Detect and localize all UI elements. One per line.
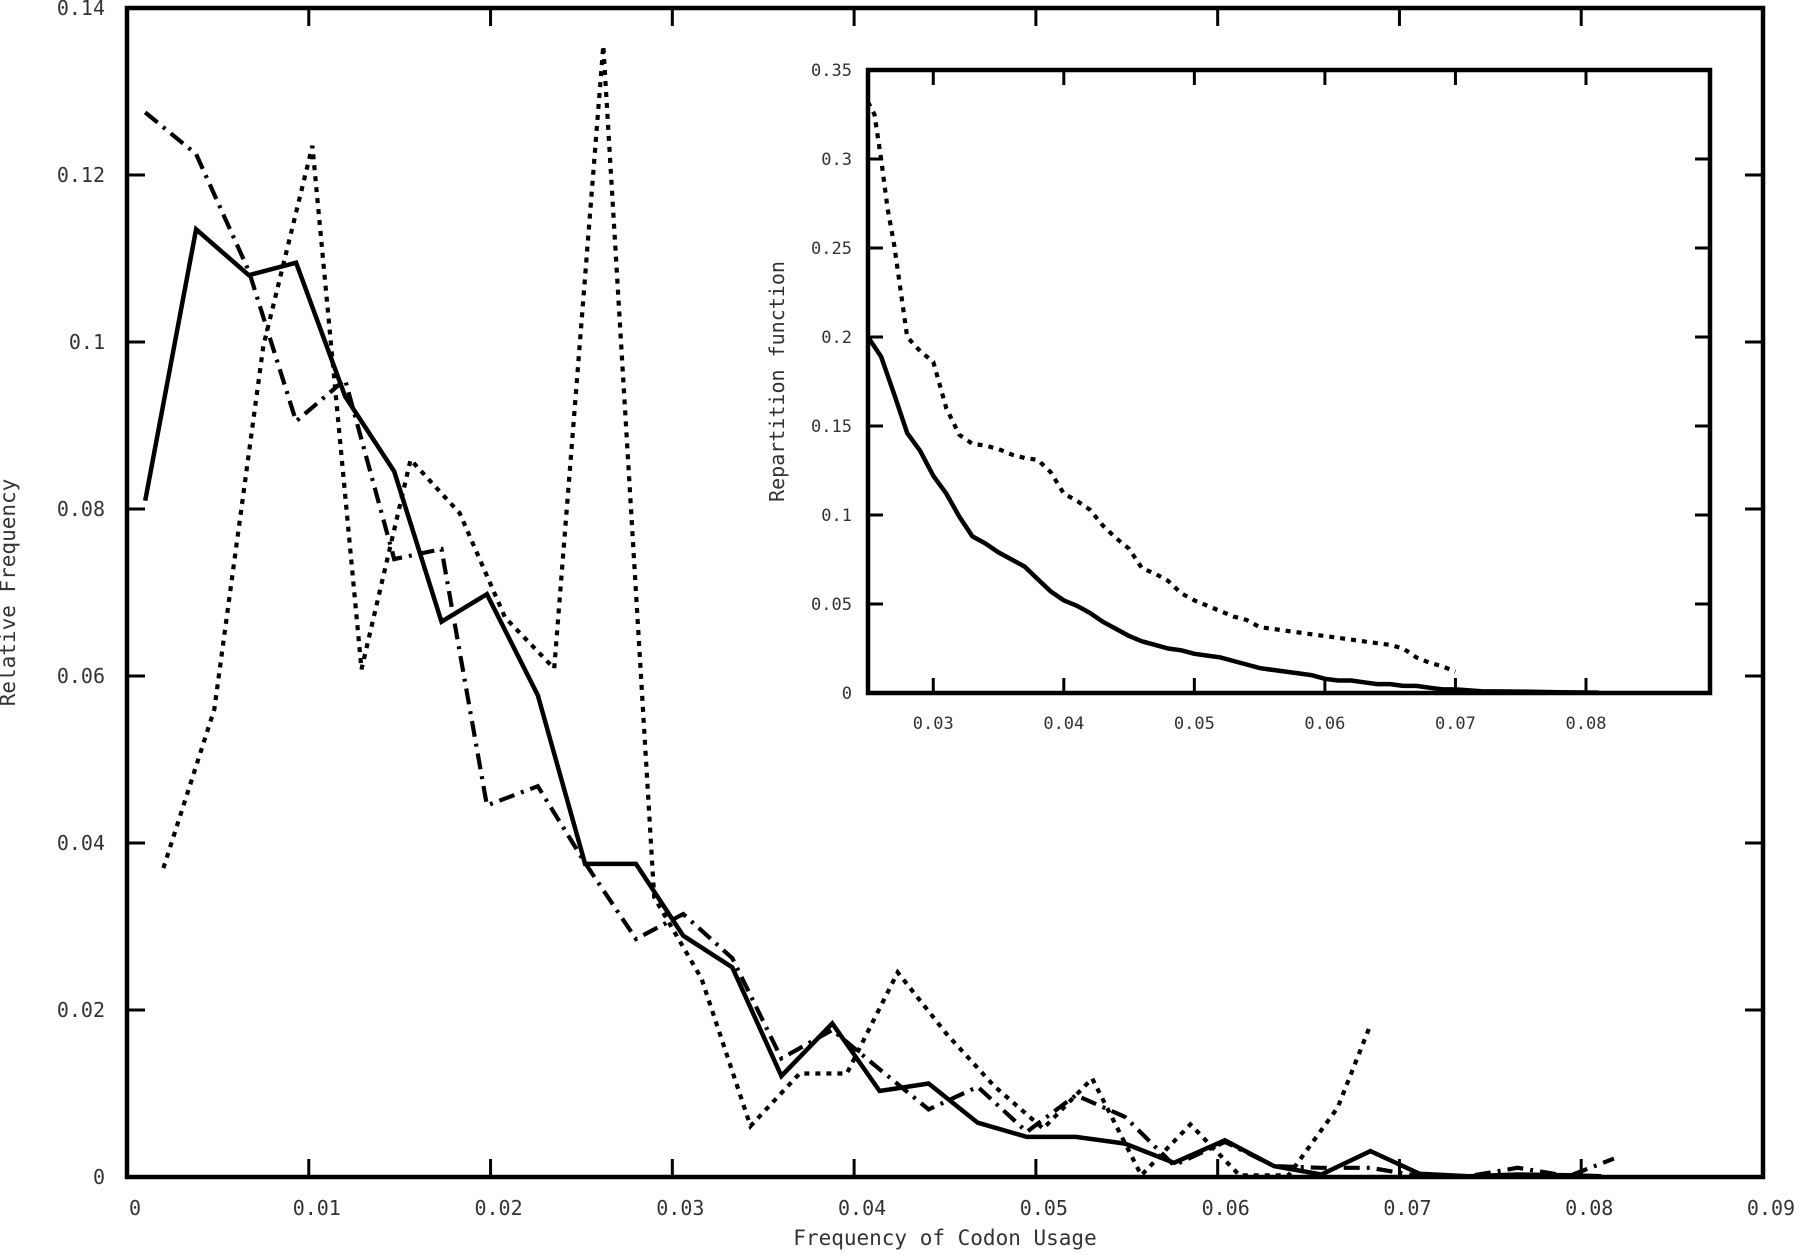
main-y-tick-label: 0.1: [69, 330, 105, 354]
inset-y-tick-label: 0: [842, 684, 852, 704]
main-y-tick-label: 0.08: [57, 497, 105, 521]
inset-y-tick-label: 0.1: [821, 506, 852, 526]
main-x-tick-label: 0.09: [1747, 1196, 1795, 1220]
main-x-tick-label: 0.06: [1202, 1196, 1250, 1220]
main-x-tick-label: 0.02: [474, 1196, 522, 1220]
main-series-dotted-line: [161, 45, 1373, 1179]
main-y-tick-label: 0.12: [57, 163, 105, 187]
main-x-axis-title: Frequency of Codon Usage: [793, 1226, 1096, 1250]
main-y-tick-label: 0.04: [57, 831, 105, 855]
inset-x-tick-label: 0.07: [1435, 714, 1476, 734]
inset-y-tick-label: 0.15: [811, 417, 852, 437]
main-x-tick-label: 0.08: [1565, 1196, 1613, 1220]
inset-y-tick-label: 0.3: [821, 150, 852, 170]
inset-x-tick-label: 0.06: [1304, 714, 1345, 734]
inset-plot-background: [868, 70, 1710, 693]
inset-y-tick-label: 0.05: [811, 595, 852, 615]
main-x-tick-label: 0.07: [1383, 1196, 1431, 1220]
main-y-tick-label: 0.02: [57, 998, 105, 1022]
main-series-solid-line: [142, 225, 1602, 1179]
main-x-tick-label: 0: [129, 1196, 141, 1220]
inset-y-tick-label: 0.2: [821, 328, 852, 348]
inset-x-tick-label: 0.03: [913, 714, 954, 734]
inset-y-tick-label: 0.35: [811, 61, 852, 81]
main-x-tick-label: 0.04: [838, 1196, 886, 1220]
inset-plot-frame: [865, 67, 1713, 696]
inset-x-tick-label: 0.08: [1566, 714, 1607, 734]
inset-chart: 0.03 0.04 0.05 0.06 0.07 0.08 0 0.05 0.1 0.15 0.2 0…: [765, 61, 1713, 734]
inset-series-dotted-line: [866, 101, 1457, 674]
main-y-tick-label: 0.06: [57, 664, 105, 688]
inset-y-axis-title: Repartition function: [765, 261, 789, 502]
main-y-axis-title: Relative Frequency: [0, 479, 20, 707]
inset-x-tick-label: 0.04: [1043, 714, 1084, 734]
main-y-tick-label: 0.14: [57, 0, 105, 20]
main-x-tick-label: 0.01: [293, 1196, 341, 1220]
main-y-tick-label: 0: [93, 1165, 105, 1189]
main-plot-frame: [124, 5, 1766, 1180]
inset-series-solid-line: [866, 335, 1600, 695]
main-x-tick-label: 0.05: [1020, 1196, 1068, 1220]
inset-y-tick-label: 0.25: [811, 239, 852, 259]
main-series-dash-dot-line: [143, 110, 1615, 1179]
inset-x-tick-label: 0.05: [1174, 714, 1215, 734]
main-x-tick-label: 0.03: [656, 1196, 704, 1220]
